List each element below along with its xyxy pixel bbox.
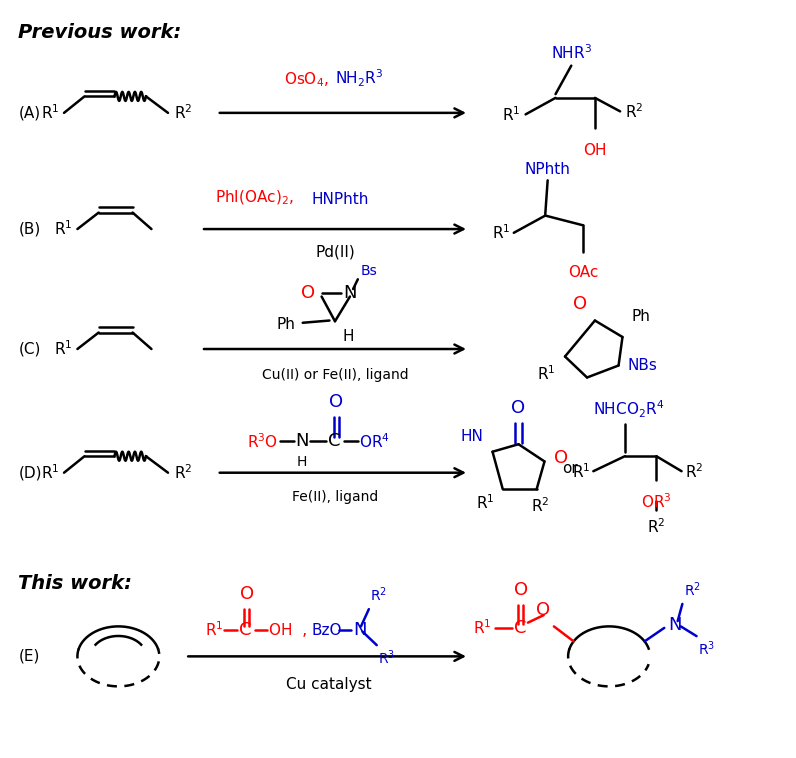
Text: R$^2$: R$^2$ — [685, 462, 703, 481]
Text: R$^1$: R$^1$ — [54, 220, 72, 239]
Text: Bs: Bs — [361, 264, 378, 277]
Text: R$^3$: R$^3$ — [698, 640, 716, 659]
Text: Cu(II) or Fe(II), ligand: Cu(II) or Fe(II), ligand — [262, 368, 408, 382]
Text: H: H — [297, 455, 307, 468]
Text: This work:: This work: — [18, 574, 132, 593]
Text: HN: HN — [460, 429, 483, 444]
Text: Previous work:: Previous work: — [18, 23, 181, 42]
Text: NHR$^3$: NHR$^3$ — [551, 43, 591, 62]
Text: OR$^3$: OR$^3$ — [641, 492, 672, 511]
Text: PhI(OAc)$_2$,: PhI(OAc)$_2$, — [215, 188, 295, 207]
Text: Pd(II): Pd(II) — [315, 244, 355, 259]
Text: R$^1$: R$^1$ — [205, 621, 224, 640]
Text: R$^2$: R$^2$ — [532, 496, 550, 515]
Text: C: C — [514, 619, 526, 637]
Text: R$^1$: R$^1$ — [41, 104, 60, 122]
Text: O: O — [512, 399, 525, 417]
Text: (C): (C) — [18, 342, 41, 356]
Text: R$^2$: R$^2$ — [174, 463, 193, 482]
Text: NH$_2$R$^3$: NH$_2$R$^3$ — [335, 67, 384, 89]
Text: (A): (A) — [18, 105, 41, 121]
Text: HNPhth: HNPhth — [311, 192, 369, 207]
Text: (E): (E) — [18, 649, 40, 664]
Text: OH  ,: OH , — [269, 622, 307, 637]
Text: R$^1$: R$^1$ — [502, 105, 521, 124]
Text: R$^1$: R$^1$ — [537, 364, 556, 383]
Text: R$^2$: R$^2$ — [684, 580, 701, 599]
Text: H: H — [343, 329, 354, 344]
Text: N: N — [668, 616, 681, 634]
Text: O: O — [513, 581, 528, 600]
Text: NBs: NBs — [628, 358, 657, 373]
Text: Cu catalyst: Cu catalyst — [286, 678, 372, 692]
Text: R$^2$: R$^2$ — [625, 102, 643, 121]
Text: R$^1$: R$^1$ — [474, 619, 492, 637]
Text: R$^1$: R$^1$ — [54, 340, 72, 359]
Text: (D): (D) — [18, 465, 42, 481]
Text: R$^1$: R$^1$ — [477, 493, 495, 512]
Text: R$^1$: R$^1$ — [572, 462, 590, 481]
Text: OR$^4$: OR$^4$ — [360, 432, 390, 450]
Text: R$^3$: R$^3$ — [378, 649, 396, 668]
Text: Ph: Ph — [632, 309, 651, 324]
Text: OH: OH — [583, 143, 607, 158]
Text: O: O — [301, 283, 315, 302]
Text: O: O — [536, 601, 550, 619]
Text: R$^2$: R$^2$ — [174, 104, 193, 122]
Text: O: O — [330, 393, 344, 412]
Text: NPhth: NPhth — [525, 161, 571, 177]
Text: or: or — [562, 462, 578, 477]
Text: NHCO$_2$R$^4$: NHCO$_2$R$^4$ — [593, 399, 665, 420]
Text: (B): (B) — [18, 221, 41, 236]
Text: OsO$_4$,: OsO$_4$, — [284, 70, 330, 89]
Text: R$^1$: R$^1$ — [492, 224, 511, 242]
Text: C: C — [239, 621, 252, 639]
Text: OAc: OAc — [568, 265, 599, 280]
Text: N: N — [353, 621, 367, 639]
Text: R$^2$: R$^2$ — [647, 518, 665, 537]
Text: R$^1$: R$^1$ — [41, 463, 60, 482]
Text: N: N — [295, 432, 309, 450]
Text: R$^3$O: R$^3$O — [247, 432, 278, 450]
Text: BzO: BzO — [311, 622, 341, 637]
Text: O: O — [240, 585, 254, 603]
Text: N: N — [343, 283, 357, 302]
Text: R$^2$: R$^2$ — [370, 585, 388, 604]
Text: Fe(II), ligand: Fe(II), ligand — [292, 490, 378, 504]
Text: C: C — [328, 432, 341, 450]
Text: O: O — [554, 449, 568, 467]
Text: O: O — [573, 295, 587, 313]
Text: Ph: Ph — [277, 317, 295, 332]
